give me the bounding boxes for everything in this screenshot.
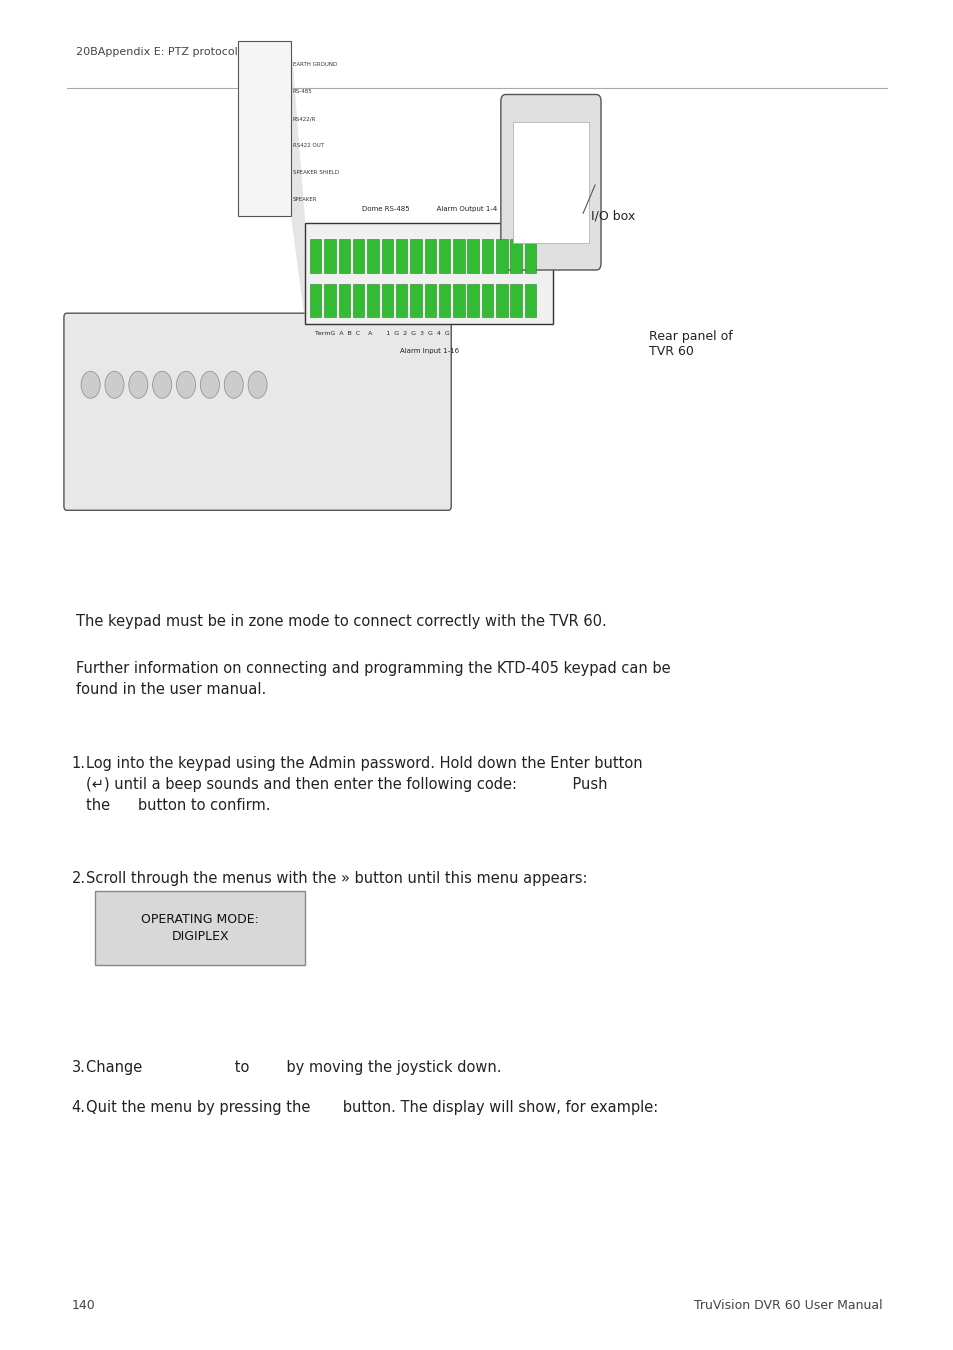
Text: Quit the menu by pressing the       button. The display will show, for example:: Quit the menu by pressing the button. Th… <box>86 1100 658 1115</box>
FancyBboxPatch shape <box>524 284 536 317</box>
FancyBboxPatch shape <box>324 284 335 317</box>
FancyBboxPatch shape <box>453 284 464 317</box>
Text: 20BAppendix E: PTZ protocols: 20BAppendix E: PTZ protocols <box>76 47 244 57</box>
FancyBboxPatch shape <box>424 284 436 317</box>
FancyBboxPatch shape <box>310 284 321 317</box>
FancyBboxPatch shape <box>496 239 507 273</box>
FancyBboxPatch shape <box>353 284 364 317</box>
FancyBboxPatch shape <box>395 239 407 273</box>
Text: EARTH GROUND: EARTH GROUND <box>293 62 336 68</box>
FancyBboxPatch shape <box>381 284 393 317</box>
Circle shape <box>200 371 219 398</box>
Circle shape <box>152 371 172 398</box>
FancyBboxPatch shape <box>500 95 600 270</box>
FancyBboxPatch shape <box>353 239 364 273</box>
FancyBboxPatch shape <box>238 40 291 216</box>
Text: 3.: 3. <box>71 1060 86 1075</box>
FancyBboxPatch shape <box>410 284 421 317</box>
Text: Alarm Input 1-16: Alarm Input 1-16 <box>399 348 458 354</box>
Text: Dome RS-485            Alarm Output 1-4: Dome RS-485 Alarm Output 1-4 <box>361 207 497 212</box>
FancyBboxPatch shape <box>510 284 521 317</box>
FancyBboxPatch shape <box>424 239 436 273</box>
Circle shape <box>224 371 243 398</box>
FancyBboxPatch shape <box>410 239 421 273</box>
FancyBboxPatch shape <box>338 284 350 317</box>
Text: TruVision DVR 60 User Manual: TruVision DVR 60 User Manual <box>693 1299 882 1312</box>
Text: Further information on connecting and programming the KTD-405 keypad can be
foun: Further information on connecting and pr… <box>76 662 670 698</box>
FancyBboxPatch shape <box>367 284 378 317</box>
Text: SPEAKER SHIELD: SPEAKER SHIELD <box>293 170 338 176</box>
Text: The keypad must be in zone mode to connect correctly with the TVR 60.: The keypad must be in zone mode to conne… <box>76 614 606 629</box>
FancyBboxPatch shape <box>305 223 553 324</box>
FancyBboxPatch shape <box>496 284 507 317</box>
FancyBboxPatch shape <box>324 239 335 273</box>
FancyBboxPatch shape <box>513 122 588 243</box>
FancyBboxPatch shape <box>438 239 450 273</box>
Circle shape <box>176 371 195 398</box>
FancyBboxPatch shape <box>467 284 478 317</box>
Text: RS422/R: RS422/R <box>293 116 316 122</box>
Polygon shape <box>291 40 305 324</box>
Circle shape <box>129 371 148 398</box>
FancyBboxPatch shape <box>481 239 493 273</box>
FancyBboxPatch shape <box>524 239 536 273</box>
FancyBboxPatch shape <box>510 239 521 273</box>
Text: 2.: 2. <box>71 871 86 886</box>
Text: 140: 140 <box>71 1299 95 1312</box>
Text: RS422 OUT: RS422 OUT <box>293 143 323 148</box>
FancyBboxPatch shape <box>310 239 321 273</box>
FancyBboxPatch shape <box>481 284 493 317</box>
Circle shape <box>248 371 267 398</box>
Text: Change                    to        by moving the joystick down.: Change to by moving the joystick down. <box>86 1060 501 1075</box>
Text: Log into the keypad using the Admin password. Hold down the Enter button
(↵) unt: Log into the keypad using the Admin pass… <box>86 756 641 813</box>
FancyBboxPatch shape <box>395 284 407 317</box>
FancyBboxPatch shape <box>95 891 305 965</box>
Text: RS-485: RS-485 <box>293 89 313 95</box>
Circle shape <box>81 371 100 398</box>
Text: I/O box: I/O box <box>591 209 635 223</box>
Text: TermG  A  B  C    A       1  G  2  G  3  G  4  G: TermG A B C A 1 G 2 G 3 G 4 G <box>314 331 449 336</box>
FancyBboxPatch shape <box>338 239 350 273</box>
Text: Rear panel of
TVR 60: Rear panel of TVR 60 <box>648 331 732 358</box>
Circle shape <box>105 371 124 398</box>
FancyBboxPatch shape <box>438 284 450 317</box>
Text: 4.: 4. <box>71 1100 86 1115</box>
Text: 1.: 1. <box>71 756 86 771</box>
FancyBboxPatch shape <box>453 239 464 273</box>
Text: OPERATING MODE:
DIGIPLEX: OPERATING MODE: DIGIPLEX <box>141 913 259 944</box>
Text: Scroll through the menus with the » button until this menu appears:: Scroll through the menus with the » butt… <box>86 871 587 886</box>
FancyBboxPatch shape <box>381 239 393 273</box>
FancyBboxPatch shape <box>64 313 451 510</box>
FancyBboxPatch shape <box>367 239 378 273</box>
Text: SPEAKER: SPEAKER <box>293 197 317 202</box>
FancyBboxPatch shape <box>467 239 478 273</box>
